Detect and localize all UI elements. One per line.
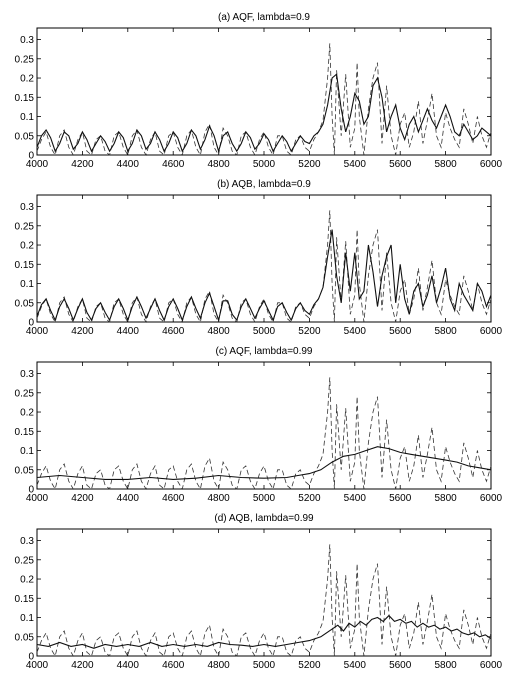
y-tick-label: 0.2 [20,241,34,252]
series-line-solid [36,229,492,323]
x-tick-label: 4800 [207,326,230,337]
x-tick-label: 5800 [434,660,457,671]
y-tick-label: 0.2 [20,408,34,419]
y-tick-label: 0 [28,485,34,496]
y-tick-label: 0.25 [15,54,35,65]
x-tick-label: 5600 [389,326,412,337]
y-tick-label: 0 [28,318,34,329]
y-tick-label: 0.05 [15,632,35,643]
plot-area [36,27,492,156]
x-tick-label: 4600 [162,660,185,671]
x-tick-label: 4000 [26,159,49,170]
x-tick-label: 5200 [298,326,321,337]
y-tick-label: 0.1 [20,446,34,457]
y-tick-label: 0.3 [20,202,34,213]
x-tick-label: 4800 [207,660,230,671]
x-tick-label: 5200 [298,159,321,170]
x-tick-label: 5400 [344,660,367,671]
x-tick-label: 4600 [162,159,185,170]
panel-4: (d) AQB, lambda=0.99 4000 4200 4400 4600 4800… [15,513,503,671]
x-tick-label: 5800 [434,326,457,337]
x-tick-label: 4200 [71,660,94,671]
x-tick-label: 4400 [117,660,140,671]
x-tick-label: 5600 [389,159,412,170]
y-tick-label: 0.1 [20,613,34,624]
x-tick-label: 6000 [480,660,503,671]
x-tick-label: 4200 [71,159,94,170]
y-tick-label: 0 [28,652,34,663]
x-tick-label: 4400 [117,326,140,337]
y-tick-label: 0.25 [15,221,35,232]
series-line-dashed [36,544,492,658]
panel-title: (b) AQB, lambda=0.9 [217,179,311,190]
x-tick-label: 5000 [253,159,276,170]
x-tick-label: 5200 [298,660,321,671]
x-tick-label: 6000 [480,159,503,170]
panel-2: (b) AQB, lambda=0.9 4000 4200 4400 4600 4800 5… [15,179,503,337]
y-tick-label: 0.2 [20,74,34,85]
x-tick-label: 5800 [434,493,457,504]
x-tick-label: 4800 [207,493,230,504]
y-tick-label: 0.05 [15,298,35,309]
series-line-solid [36,446,492,480]
y-tick-label: 0.15 [15,594,35,605]
x-tick-label: 5400 [344,493,367,504]
x-tick-label: 5000 [253,660,276,671]
y-tick-label: 0.1 [20,112,34,123]
panel-title: (c) AQF, lambda=0.99 [216,346,313,357]
y-tick-label: 0.25 [15,388,35,399]
x-tick-label: 5800 [434,159,457,170]
x-tick-label: 4400 [117,493,140,504]
series-line-dashed [36,377,492,491]
y-tick-label: 0 [28,151,34,162]
series-line-solid [36,614,492,649]
panel-1: (a) AQF, lambda=0.9 4000 4200 4400 4600 4800 5… [15,12,503,170]
x-tick-label: 4400 [117,159,140,170]
x-tick-label: 5200 [298,493,321,504]
x-tick-label: 4000 [26,660,49,671]
y-tick-label: 0.2 [20,575,34,586]
y-tick-label: 0.3 [20,35,34,46]
panel-title: (a) AQF, lambda=0.9 [218,12,310,23]
x-tick-label: 5000 [253,326,276,337]
x-tick-label: 5400 [344,159,367,170]
panel-title: (d) AQB, lambda=0.99 [214,513,314,524]
series-line-dashed [36,43,492,157]
plot-area [36,194,492,323]
y-tick-label: 0.15 [15,427,35,438]
series-line-solid [36,73,492,154]
x-tick-label: 4000 [26,326,49,337]
x-tick-label: 4800 [207,159,230,170]
y-tick-label: 0.3 [20,369,34,380]
x-tick-label: 6000 [480,326,503,337]
y-tick-label: 0.15 [15,260,35,271]
x-tick-label: 4600 [162,493,185,504]
x-tick-label: 4200 [71,326,94,337]
x-tick-label: 5400 [344,326,367,337]
y-tick-label: 0.25 [15,555,35,566]
panel-3: (c) AQF, lambda=0.99 4000 4200 4400 4600 4800… [15,346,503,504]
y-tick-label: 0.15 [15,93,35,104]
series-line-dashed [36,210,492,324]
x-tick-label: 5600 [389,493,412,504]
y-tick-label: 0.05 [15,131,35,142]
y-tick-label: 0.05 [15,465,35,476]
x-tick-label: 6000 [480,493,503,504]
x-tick-label: 4000 [26,493,49,504]
y-tick-label: 0.1 [20,279,34,290]
x-tick-label: 4600 [162,326,185,337]
x-tick-label: 4200 [71,493,94,504]
plot-area [36,361,492,490]
x-tick-label: 5000 [253,493,276,504]
x-tick-label: 5600 [389,660,412,671]
y-tick-label: 0.3 [20,536,34,547]
plot-area [36,528,492,657]
